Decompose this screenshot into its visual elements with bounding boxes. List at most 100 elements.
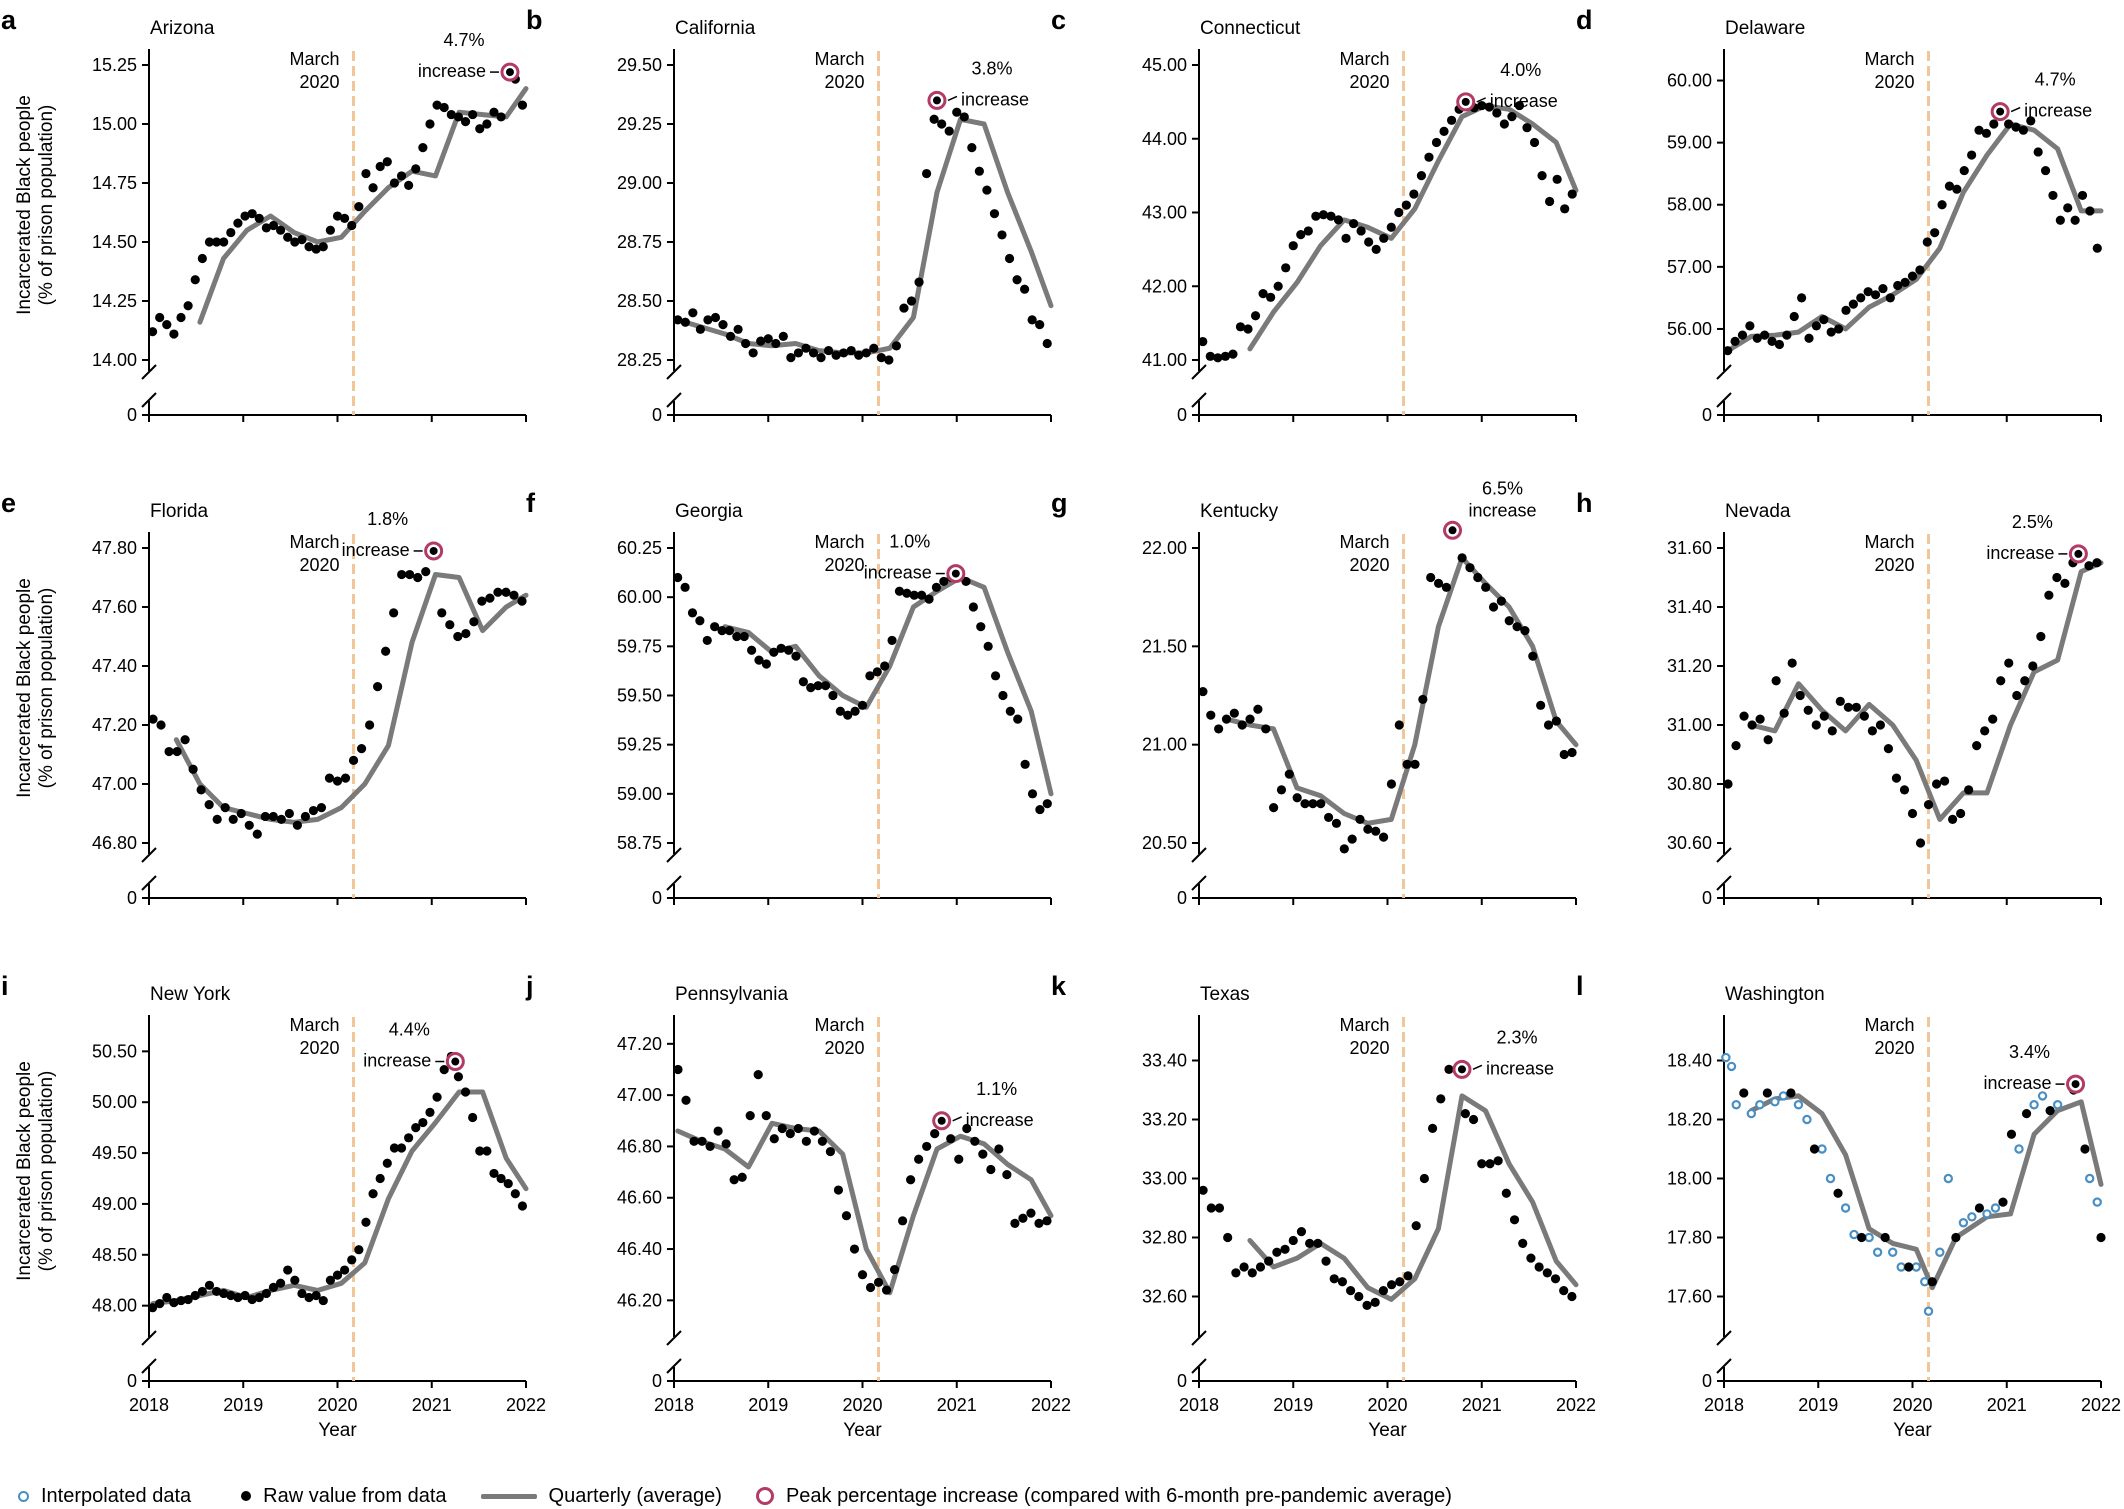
raw-point [468, 1112, 478, 1123]
raw-point [169, 329, 179, 339]
raw-point [1427, 1123, 1438, 1133]
interpolated-point [1731, 1100, 1741, 1110]
raw-point [1331, 818, 1342, 828]
raw-point [1826, 327, 1836, 337]
y-zero-label: 0 [1702, 1371, 1712, 1391]
raw-point [846, 345, 856, 356]
axis-break-mark [666, 847, 682, 863]
raw-point [1323, 812, 1334, 823]
raw-point [1042, 799, 1052, 809]
interpolated-point [1990, 1203, 2001, 1213]
x-tick-label: 2020 [1367, 1395, 1407, 1415]
raw-point [1819, 315, 1829, 325]
raw-point [1264, 1256, 1274, 1266]
raw-point [354, 202, 364, 212]
peak-annotation: 4.4% increase [363, 1020, 445, 1071]
raw-point [1223, 1232, 1233, 1243]
raw-point [147, 1303, 158, 1313]
raw-point [1859, 711, 1869, 721]
raw-point [1364, 237, 1374, 247]
y-tick-label: 31.20 [1667, 656, 1712, 676]
raw-point [673, 572, 683, 583]
raw-point [2045, 1106, 2055, 1116]
y-tick-label: 20.50 [1142, 833, 1187, 853]
raw-point [316, 803, 327, 813]
panel-title: Arizona [150, 18, 215, 39]
peak-value: 1.0% [889, 532, 930, 552]
raw-point [340, 213, 350, 223]
raw-point [1851, 702, 1861, 712]
march-label: March [815, 532, 865, 552]
raw-point [1002, 1170, 1012, 1180]
raw-point [703, 315, 713, 325]
raw-point [857, 1270, 868, 1280]
axis-break-mark [1191, 1358, 1207, 1374]
raw-point [1005, 706, 1015, 716]
raw-point [324, 773, 335, 783]
raw-point [318, 242, 328, 252]
raw-point [260, 811, 270, 822]
raw-point [831, 350, 841, 360]
y-zero-label: 0 [1177, 1371, 1187, 1391]
raw-point [411, 1123, 421, 1133]
raw-point [791, 651, 801, 661]
raw-point [437, 608, 447, 618]
raw-point [2040, 165, 2051, 176]
raw-point [1395, 1277, 1405, 1287]
quarterly-line [173, 572, 529, 825]
raw-point [375, 161, 385, 172]
raw-point [1477, 100, 1487, 111]
quarterly-line-icon [480, 1493, 537, 1499]
raw-point [1509, 1215, 1520, 1225]
raw-point [1355, 814, 1365, 825]
raw-point [961, 576, 971, 587]
raw-point [732, 631, 742, 642]
raw-point [1951, 1232, 1961, 1243]
raw-point [1214, 1203, 1225, 1213]
march-year-label: 2020 [1349, 72, 1389, 92]
panel-title: Kentucky [1200, 501, 1279, 522]
raw-point [361, 1217, 371, 1227]
march-year-label: 2020 [824, 1038, 864, 1058]
raw-point [786, 353, 796, 363]
y-axis-title: Incarcerated Black people(% of prison po… [14, 1061, 57, 1281]
raw-point [1819, 711, 1829, 721]
raw-point [1948, 814, 1958, 825]
raw-point [748, 348, 758, 358]
raw-point [1409, 189, 1419, 199]
raw-point [297, 1288, 307, 1299]
march-label: March [1865, 1015, 1915, 1035]
axis-break-mark [141, 392, 157, 408]
y-tick-label: 30.60 [1667, 833, 1712, 853]
raw-point [817, 1136, 827, 1146]
raw-point [347, 220, 357, 231]
interpolated-point [1840, 1203, 1851, 1213]
raw-point [155, 1299, 165, 1309]
interpolated-point [1864, 1232, 1874, 1243]
raw-point [236, 808, 246, 819]
y-tick-label: 18.20 [1667, 1110, 1712, 1130]
raw-point [1300, 799, 1310, 809]
march-year-label: 2020 [299, 1038, 339, 1058]
peak-marker-center [1996, 107, 2005, 116]
y-zero-label: 0 [127, 1371, 137, 1391]
raw-point [982, 185, 992, 195]
raw-point [705, 1141, 715, 1152]
raw-point [1856, 293, 1866, 303]
raw-point [381, 646, 391, 656]
raw-point [1863, 287, 1873, 297]
raw-point [1410, 759, 1420, 769]
raw-point [190, 1290, 200, 1301]
peak-annotation: 4.7% increase [418, 30, 499, 81]
y-tick-label: 18.00 [1667, 1169, 1712, 1189]
raw-point [297, 235, 307, 245]
raw-point [2055, 215, 2065, 225]
raw-point [994, 1144, 1004, 1154]
y-tick-label: 46.20 [617, 1290, 662, 1310]
y-tick-label: 32.60 [1142, 1287, 1187, 1307]
peak-label: increase [1469, 500, 1537, 520]
raw-point [1213, 353, 1223, 363]
raw-point [148, 714, 158, 724]
panel-title: Pennsylvania [675, 984, 788, 1005]
raw-point [469, 617, 479, 627]
